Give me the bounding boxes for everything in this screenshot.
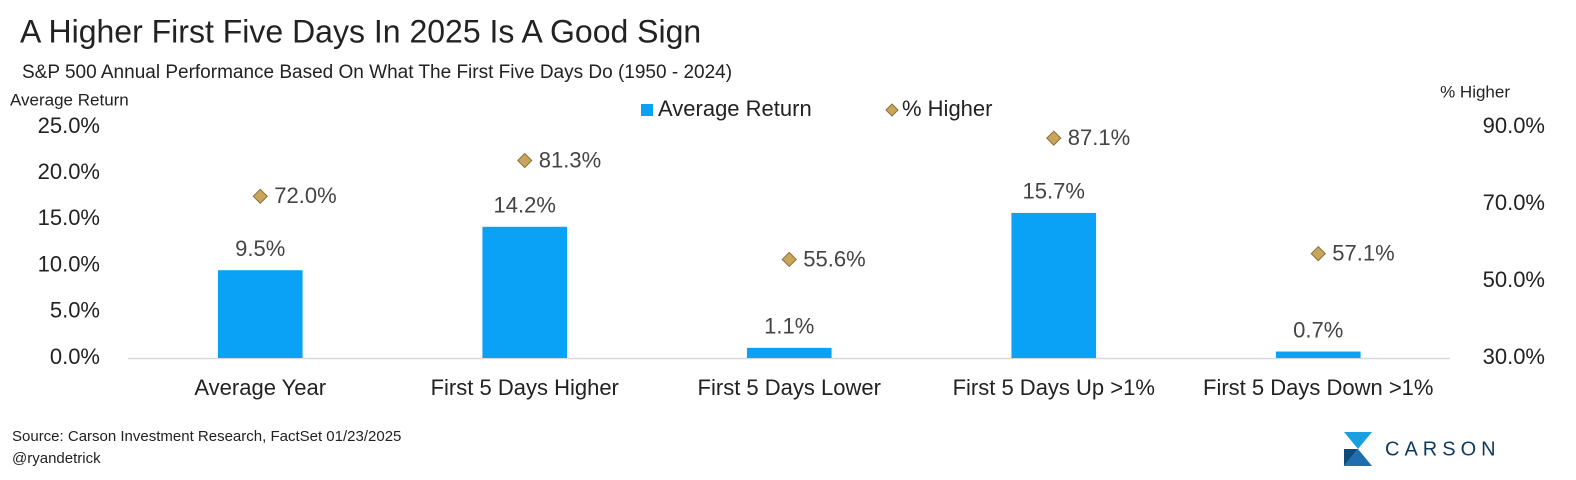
y2-tick-label: 70.0% <box>1483 190 1545 215</box>
y-tick-label: 25.0% <box>38 113 100 138</box>
y-axis-title: Average Return <box>10 90 129 109</box>
chart-title: A Higher First Five Days In 2025 Is A Go… <box>20 13 701 49</box>
y-tick-label: 15.0% <box>38 205 100 230</box>
logo-mark <box>1344 432 1372 466</box>
x-tick-label: First 5 Days Down >1% <box>1203 375 1433 400</box>
chart-subtitle: S&P 500 Annual Performance Based On What… <box>22 62 732 83</box>
legend-marker <box>641 104 653 116</box>
data-label: 87.1% <box>1068 125 1130 150</box>
bar <box>217 270 303 358</box>
y2-tick-label: 90.0% <box>1483 113 1545 138</box>
marker <box>517 152 533 169</box>
bar <box>1275 351 1361 358</box>
x-tick-label: First 5 Days Lower <box>698 375 881 400</box>
y2-tick-label: 50.0% <box>1483 267 1545 292</box>
bar <box>482 226 568 358</box>
source: Source: Carson Investment Research, Fact… <box>12 428 401 445</box>
data-label: 0.7% <box>1293 317 1343 342</box>
data-label: 81.3% <box>539 147 601 172</box>
data-label: 55.6% <box>803 246 865 271</box>
x-tick-label: First 5 Days Higher <box>431 375 619 400</box>
data-label: 57.1% <box>1332 240 1394 265</box>
legend-label: % Higher <box>902 96 992 121</box>
legend-marker <box>885 103 899 117</box>
data-label: 72.0% <box>274 183 336 208</box>
marker <box>1046 130 1062 146</box>
marker <box>252 188 268 205</box>
x-tick-label: Average Year <box>194 375 326 400</box>
data-label: 14.2% <box>494 193 556 218</box>
logo-text: CARSON <box>1385 438 1501 460</box>
y-tick-label: 20.0% <box>38 159 100 184</box>
y-tick-label: 5.0% <box>50 298 100 323</box>
y2-tick-label: 30.0% <box>1483 344 1545 369</box>
data-label: 1.1% <box>764 314 814 339</box>
bar <box>1011 212 1097 358</box>
legend-label: Average Return <box>658 96 812 121</box>
data-label: 9.5% <box>235 236 285 261</box>
y-tick-label: 0.0% <box>50 344 100 369</box>
x-tick-label: First 5 Days Up >1% <box>953 375 1155 400</box>
marker <box>1310 245 1326 262</box>
marker <box>781 251 797 268</box>
y2-axis-title: % Higher <box>1440 82 1510 101</box>
data-label: 15.7% <box>1023 179 1085 204</box>
note: @ryandetrick <box>12 450 101 467</box>
bar <box>746 347 832 358</box>
y-tick-label: 10.0% <box>38 251 100 276</box>
